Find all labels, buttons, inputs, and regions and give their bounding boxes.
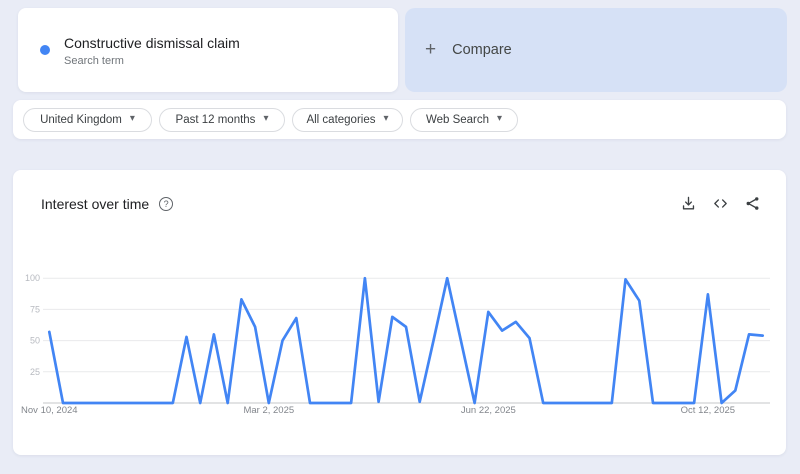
- filter-timerange-dropdown[interactable]: Past 12 months ▾: [159, 107, 285, 132]
- caret-down-icon: ▾: [263, 112, 269, 124]
- filter-country-label: United Kingdom: [40, 113, 122, 126]
- filter-searchtype-label: Web Search: [425, 113, 490, 126]
- download-icon[interactable]: [680, 195, 697, 212]
- compare-button[interactable]: + Compare: [405, 8, 787, 92]
- svg-text:75: 75: [30, 304, 40, 314]
- filter-timerange-label: Past 12 months: [175, 113, 256, 126]
- svg-text:100: 100: [25, 273, 40, 283]
- svg-text:Mar 2, 2025: Mar 2, 2025: [243, 405, 294, 416]
- filter-searchtype-dropdown[interactable]: Web Search ▾: [410, 107, 518, 132]
- chart-title: Interest over time: [41, 195, 150, 212]
- svg-text:Nov 10, 2024: Nov 10, 2024: [21, 405, 78, 416]
- caret-down-icon: ▾: [129, 112, 135, 124]
- series-color-dot-icon: [40, 45, 50, 55]
- search-term-text: Constructive dismissal claim Search term: [64, 34, 240, 67]
- search-term-card[interactable]: Constructive dismissal claim Search term: [18, 8, 398, 92]
- interest-over-time-card: Interest over time ? 25 50 75 100 Nov 10, 20…: [13, 170, 786, 455]
- filter-country-dropdown[interactable]: United Kingdom ▾: [23, 107, 152, 132]
- filter-category-label: All categories: [306, 113, 376, 126]
- caret-down-icon: ▾: [383, 112, 389, 124]
- help-icon[interactable]: ?: [159, 196, 174, 211]
- svg-text:50: 50: [30, 336, 40, 346]
- compare-label: Compare: [452, 42, 512, 58]
- svg-text:25: 25: [30, 367, 40, 377]
- plus-icon: +: [425, 39, 437, 60]
- svg-text:Oct 12, 2025: Oct 12, 2025: [681, 405, 735, 416]
- embed-code-icon[interactable]: [712, 195, 729, 212]
- search-term-title: Constructive dismissal claim: [64, 34, 240, 51]
- chart-toolbar: [680, 195, 761, 212]
- search-term-subtitle: Search term: [64, 54, 124, 67]
- filter-bar: United Kingdom ▾ Past 12 months ▾ All ca…: [13, 100, 786, 139]
- share-icon[interactable]: [744, 195, 761, 212]
- caret-down-icon: ▾: [497, 112, 503, 124]
- filter-category-dropdown[interactable]: All categories ▾: [292, 107, 403, 132]
- chart-card-header: Interest over time ?: [13, 170, 786, 212]
- svg-text:Jun 22, 2025: Jun 22, 2025: [461, 405, 516, 416]
- interest-over-time-chart[interactable]: 25 50 75 100 Nov 10, 2024 Mar 2, 2025 Jun 22, …: [13, 255, 786, 425]
